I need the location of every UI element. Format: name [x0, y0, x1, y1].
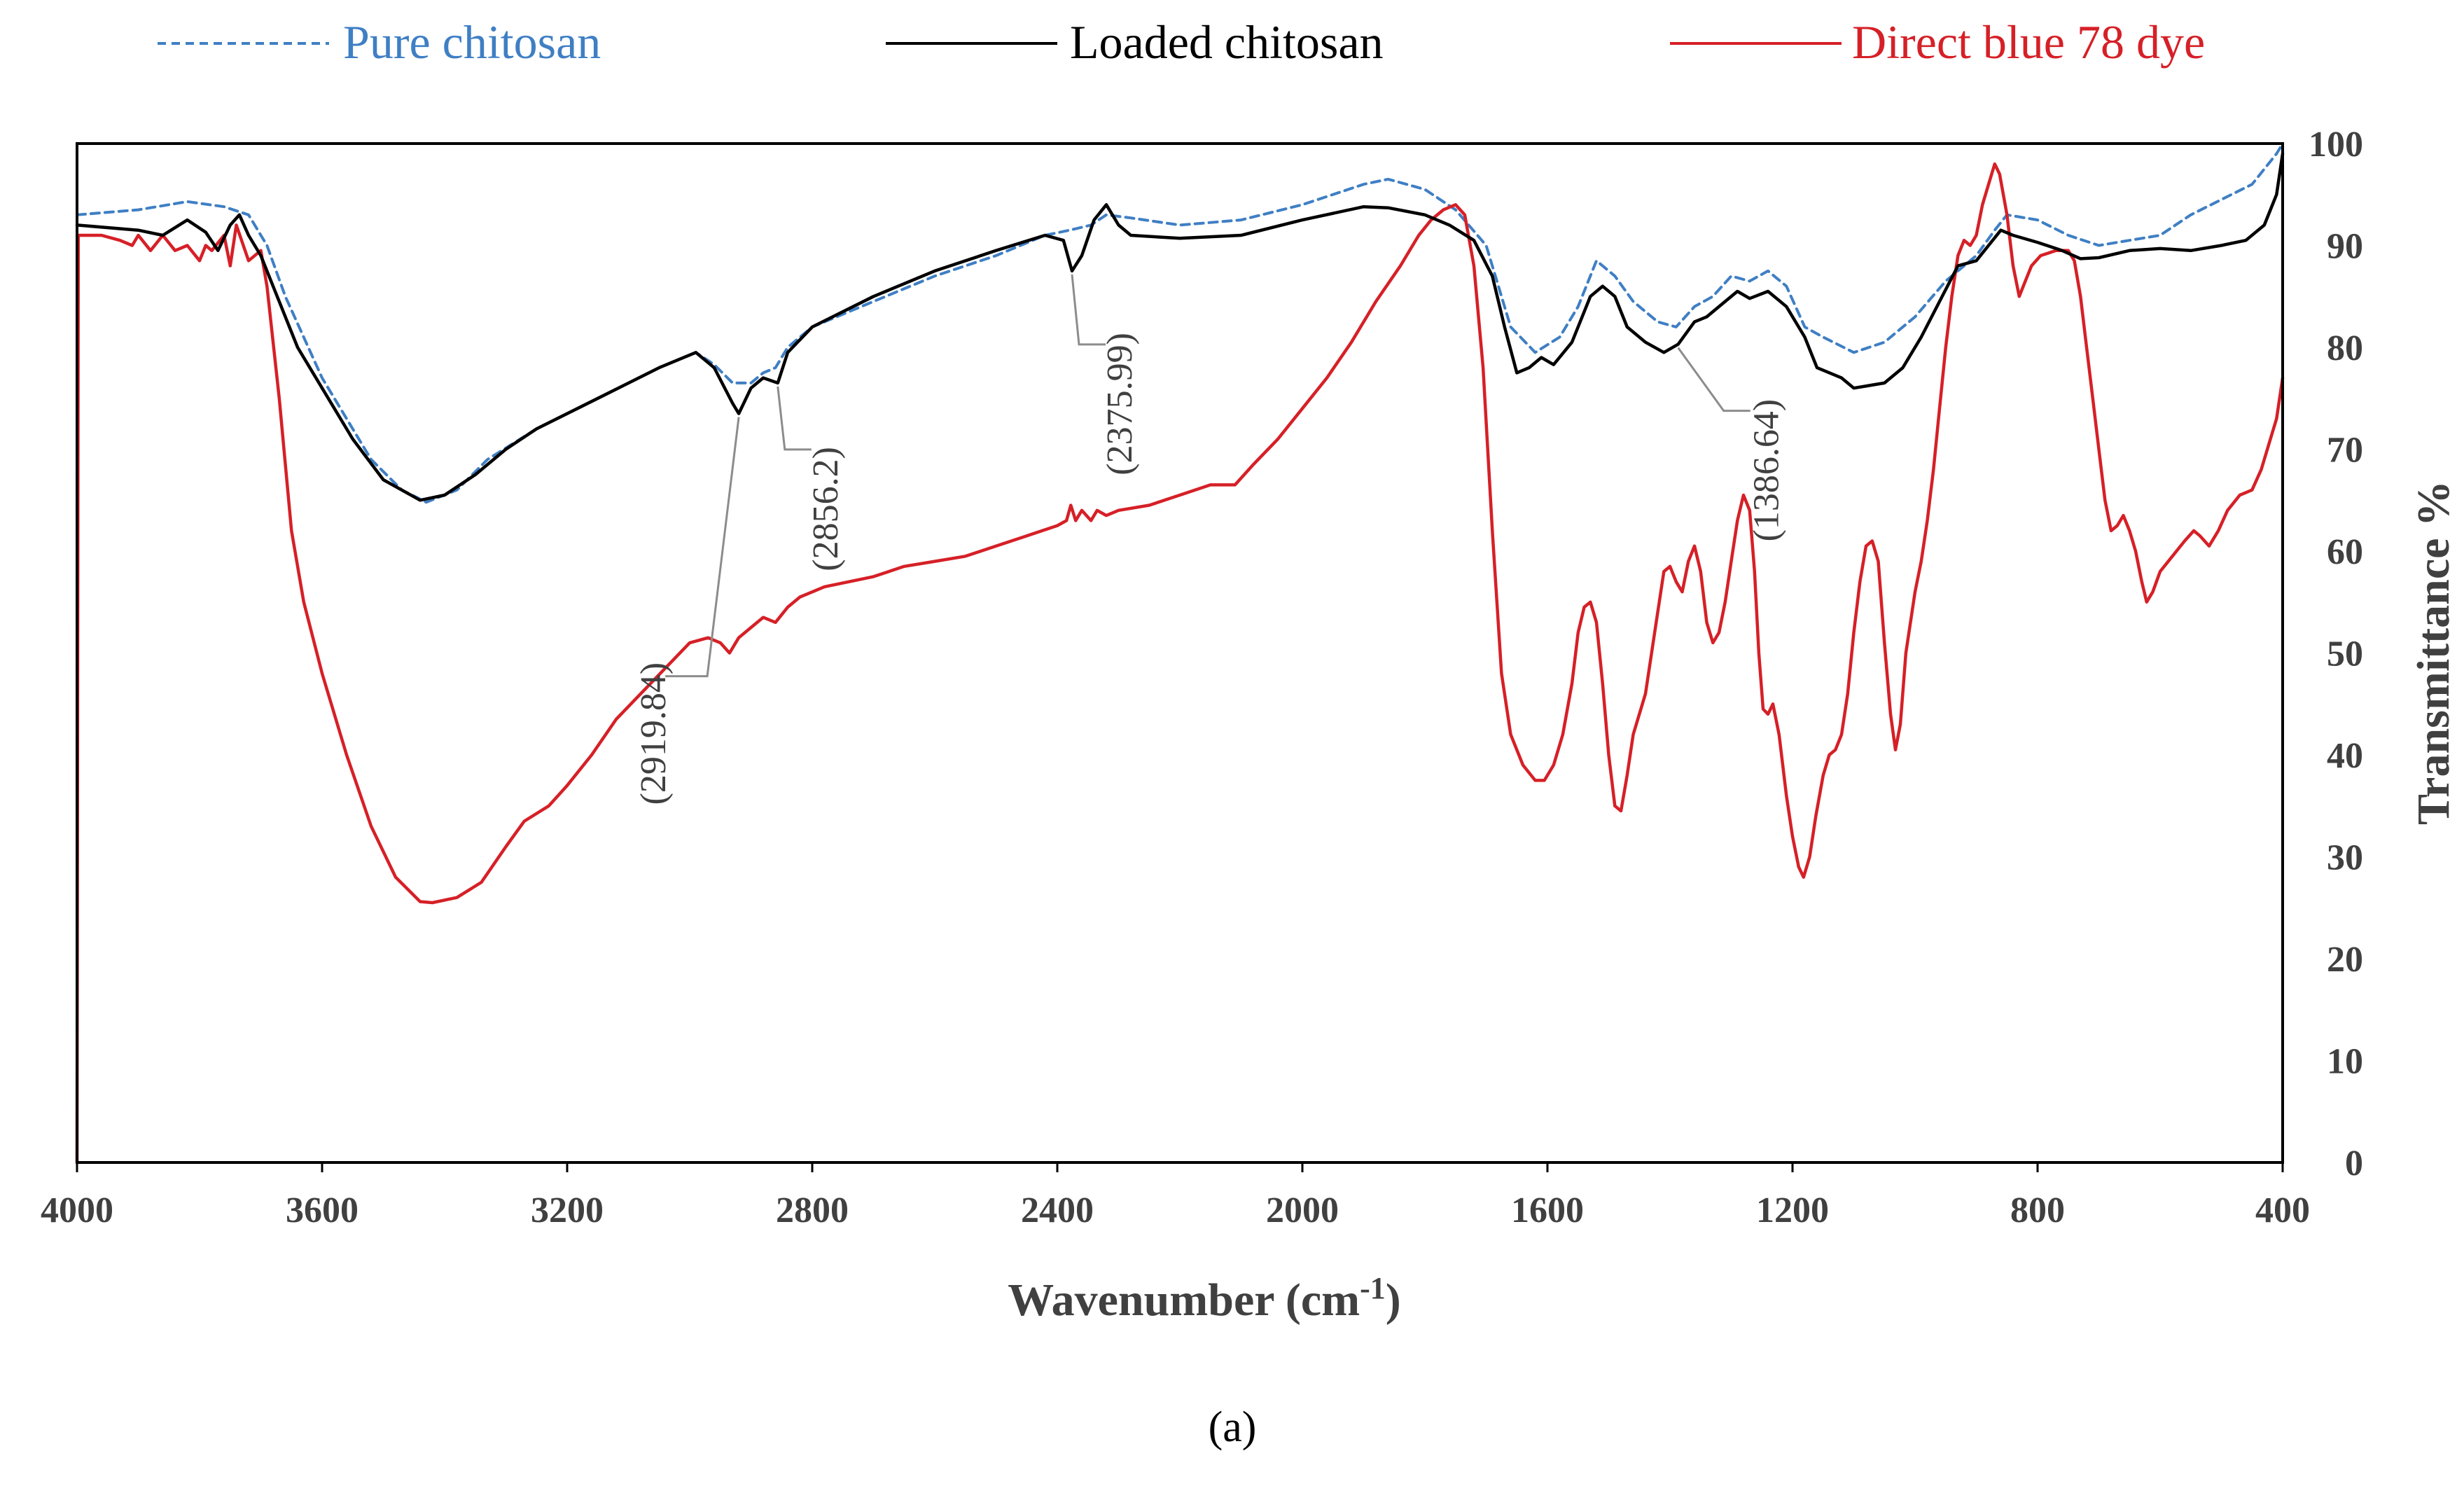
y-tick-label: 100: [2309, 125, 2363, 165]
y-tick-label: 50: [2327, 634, 2363, 674]
x-tick-label: 400: [2255, 1190, 2310, 1230]
x-tick-label: 800: [2010, 1190, 2065, 1230]
legend-loaded-chitosan-label: Loaded chitosan: [1070, 15, 1384, 69]
y-tick-label: 0: [2345, 1144, 2363, 1183]
peak-annotation-label: (2375.99): [1100, 333, 1140, 475]
x-tick-label: 3200: [531, 1190, 604, 1230]
peak-annotation-label: (2856.2): [806, 447, 846, 571]
plot-area-frame: [76, 142, 2284, 1164]
legend-pure-chitosan-label: Pure chitosan: [343, 15, 601, 69]
x-tick-label: 2800: [776, 1190, 849, 1230]
y-tick-label: 90: [2327, 227, 2363, 267]
y-tick-label: 70: [2327, 431, 2363, 471]
legend-direct-blue-dye-label: Direct blue 78 dye: [1852, 15, 2205, 69]
peak-annotation-label: (2919.84): [634, 662, 674, 805]
x-tick-label: 1600: [1511, 1190, 1584, 1230]
x-tick-label: 3600: [286, 1190, 359, 1230]
y-tick-label: 60: [2327, 532, 2363, 572]
y-axis-title: Transmittance %: [2408, 480, 2459, 825]
series-line-loaded-chitosan: [75, 152, 2285, 502]
y-tick-label: 80: [2327, 328, 2363, 368]
y-tick-label: 20: [2327, 940, 2363, 980]
annotation-leader-line: [665, 417, 740, 678]
x-tick-label: 2000: [1266, 1190, 1339, 1230]
annotation-leader-line: [777, 386, 812, 451]
legend: Pure chitosan Loaded chitosan Direct blu…: [158, 15, 2205, 69]
series-line-direct-blue-78-dye: [75, 162, 2285, 1165]
y-tick-label: 30: [2327, 838, 2363, 878]
x-tick-label: 2400: [1021, 1190, 1094, 1230]
annotation-leader-line: [1071, 274, 1106, 346]
figure-caption: (a): [1209, 1403, 1257, 1451]
annotation-leader-line: [1677, 347, 1750, 412]
y-tick-label: 10: [2327, 1042, 2363, 1082]
peak-annotation-label: (1386.64): [1747, 399, 1787, 542]
y-tick-label: 40: [2327, 736, 2363, 776]
series-line-pure-chitosan: [76, 142, 2284, 504]
x-tick-label: 4000: [41, 1190, 113, 1230]
x-tick-label: 1200: [1756, 1190, 1829, 1230]
x-axis-title: Wavenumber (cm-1): [1008, 1271, 1401, 1326]
